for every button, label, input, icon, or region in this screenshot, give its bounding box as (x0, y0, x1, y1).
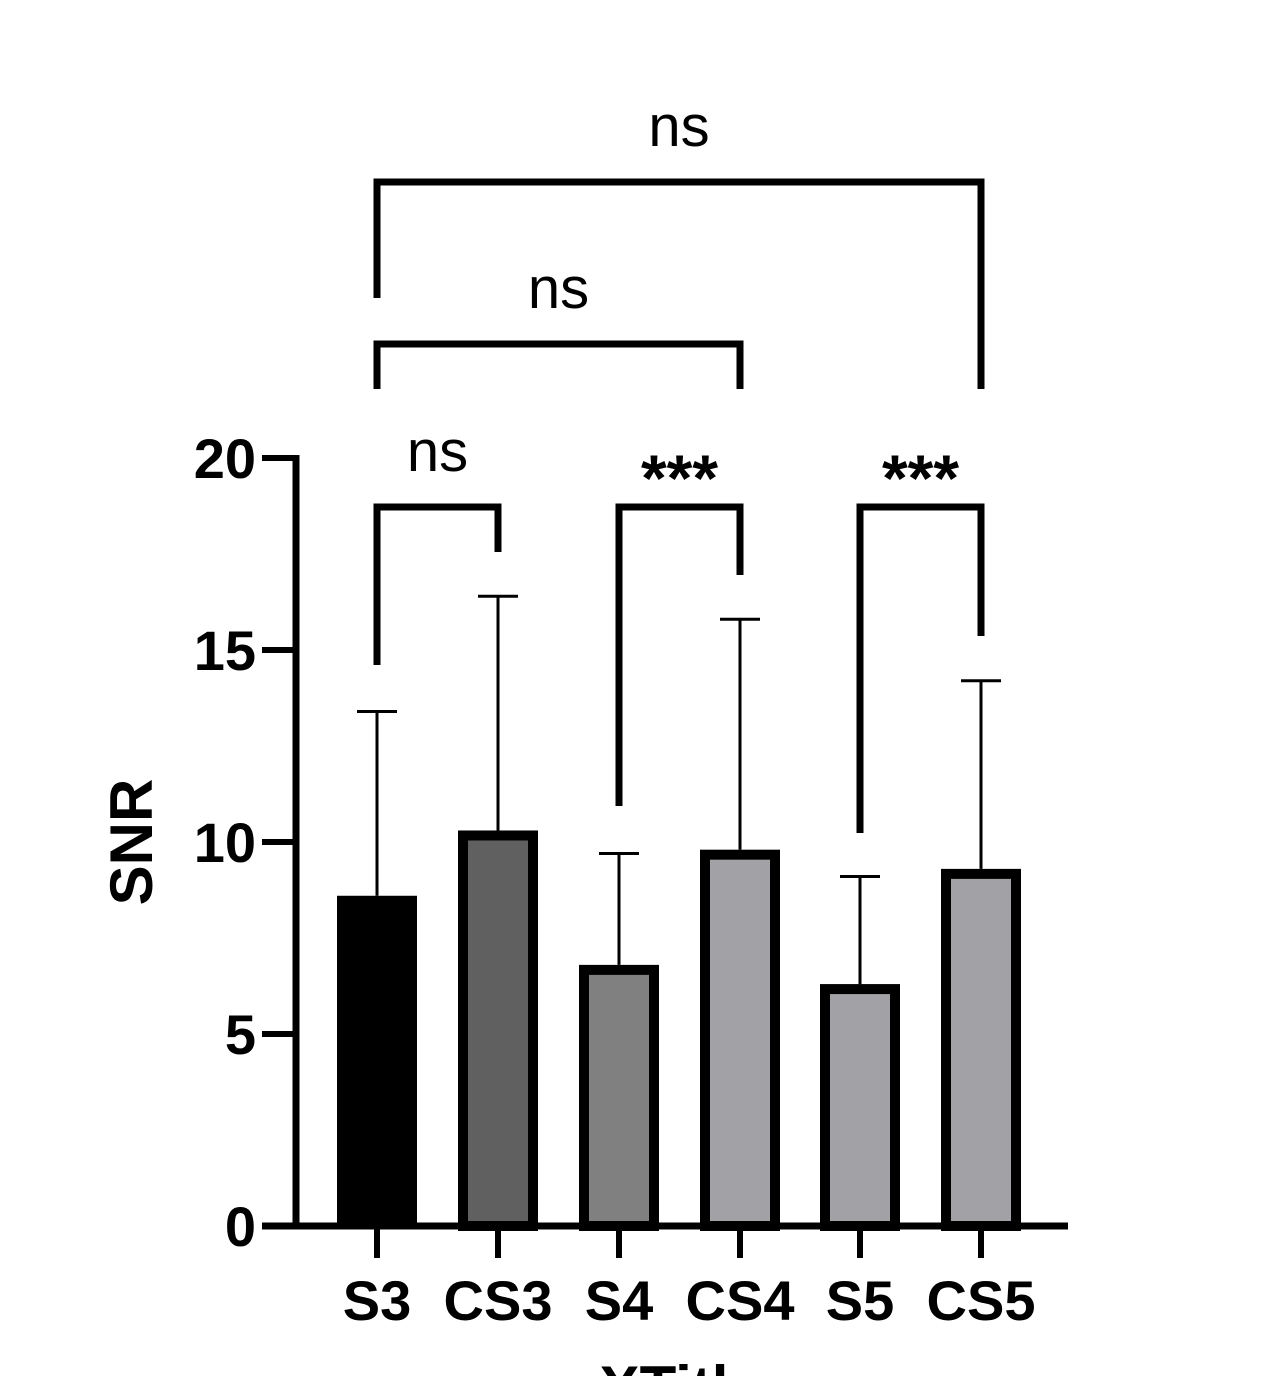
significance-bracket-s3-cs3 (373, 503, 502, 665)
x-axis-title: XTitl (600, 1354, 729, 1376)
significance-bracket-s3-cs4 (373, 340, 744, 389)
significance-label: *** (641, 441, 718, 515)
significance-bracket-s3-cs5 (373, 178, 985, 389)
y-tick-label: 10 (194, 811, 256, 874)
x-tick-label: S4 (585, 1269, 654, 1332)
bar-s5 (820, 984, 900, 1232)
y-tick-label: 5 (225, 1003, 256, 1066)
significance-label: ns (648, 94, 709, 159)
significance-bracket-s4-cs4 (615, 503, 744, 806)
x-tick-label: S3 (343, 1269, 412, 1332)
significance-bracket-s5-cs5 (856, 503, 985, 833)
y-axis-title: SNR (98, 779, 165, 906)
bar-cs5 (941, 868, 1021, 1231)
bar-s3 (337, 895, 417, 1226)
x-tick-label: CS4 (686, 1269, 795, 1332)
labels: 0 5 10 15 20 S3 CS3 S4 CS4 S5 CS5 (194, 427, 1036, 1332)
error-bars (357, 594, 1001, 985)
bar-cs4 (700, 849, 780, 1231)
x-tick-label: CS3 (444, 1269, 553, 1332)
bar-cs3 (458, 830, 538, 1231)
x-tick-label: CS5 (927, 1269, 1036, 1332)
significance-label: *** (882, 441, 959, 515)
y-tick-label: 15 (194, 619, 256, 682)
significance-brackets: ns *** *** ns ns (373, 94, 985, 833)
x-tick-label: S5 (826, 1269, 895, 1332)
bars (337, 830, 1021, 1232)
significance-label: ns (407, 419, 468, 484)
significance-label: ns (528, 256, 589, 321)
y-tick-label: 0 (225, 1195, 256, 1258)
y-tick-label: 20 (194, 427, 256, 490)
bar-s4 (579, 964, 659, 1231)
